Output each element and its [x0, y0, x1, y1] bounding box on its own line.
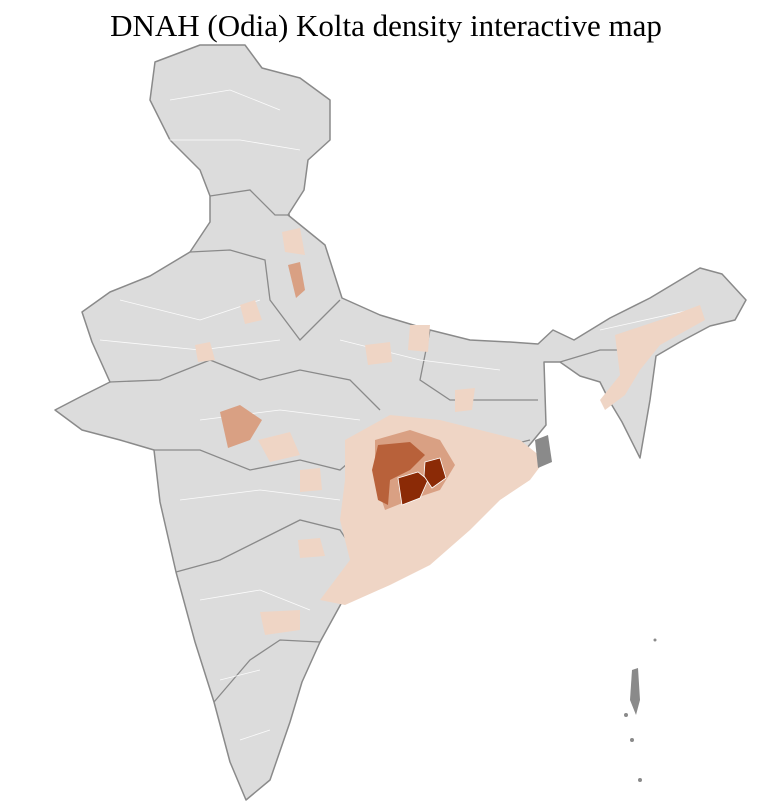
region-rajasthan-low[interactable] — [240, 300, 262, 324]
sundarbans-coast[interactable] — [535, 435, 552, 468]
region-maharashtra-low[interactable] — [300, 468, 322, 492]
islands — [535, 435, 657, 782]
region-andhra-low[interactable] — [260, 610, 300, 635]
region-up-low-2[interactable] — [408, 325, 430, 352]
region-bihar-low[interactable] — [455, 388, 475, 412]
region-uttarakhand-mid[interactable] — [288, 262, 305, 298]
region-kolta-max-1[interactable] — [397, 471, 429, 506]
region-telangana-low[interactable] — [298, 538, 325, 558]
region-gujarat-low[interactable] — [195, 342, 215, 362]
density-regions — [195, 228, 705, 635]
andaman-islands[interactable] — [630, 668, 640, 715]
region-mp-low[interactable] — [258, 432, 300, 462]
region-assam-low[interactable] — [600, 305, 705, 410]
region-mp-mid[interactable] — [220, 405, 262, 448]
region-chhattisgarh-high[interactable] — [372, 442, 425, 505]
region-haryana-low[interactable] — [282, 228, 305, 255]
region-kolta-max-2[interactable] — [423, 457, 447, 489]
map-title: DNAH (Odia) Kolta density interactive ma… — [110, 8, 662, 43]
region-up-low[interactable] — [365, 342, 392, 365]
